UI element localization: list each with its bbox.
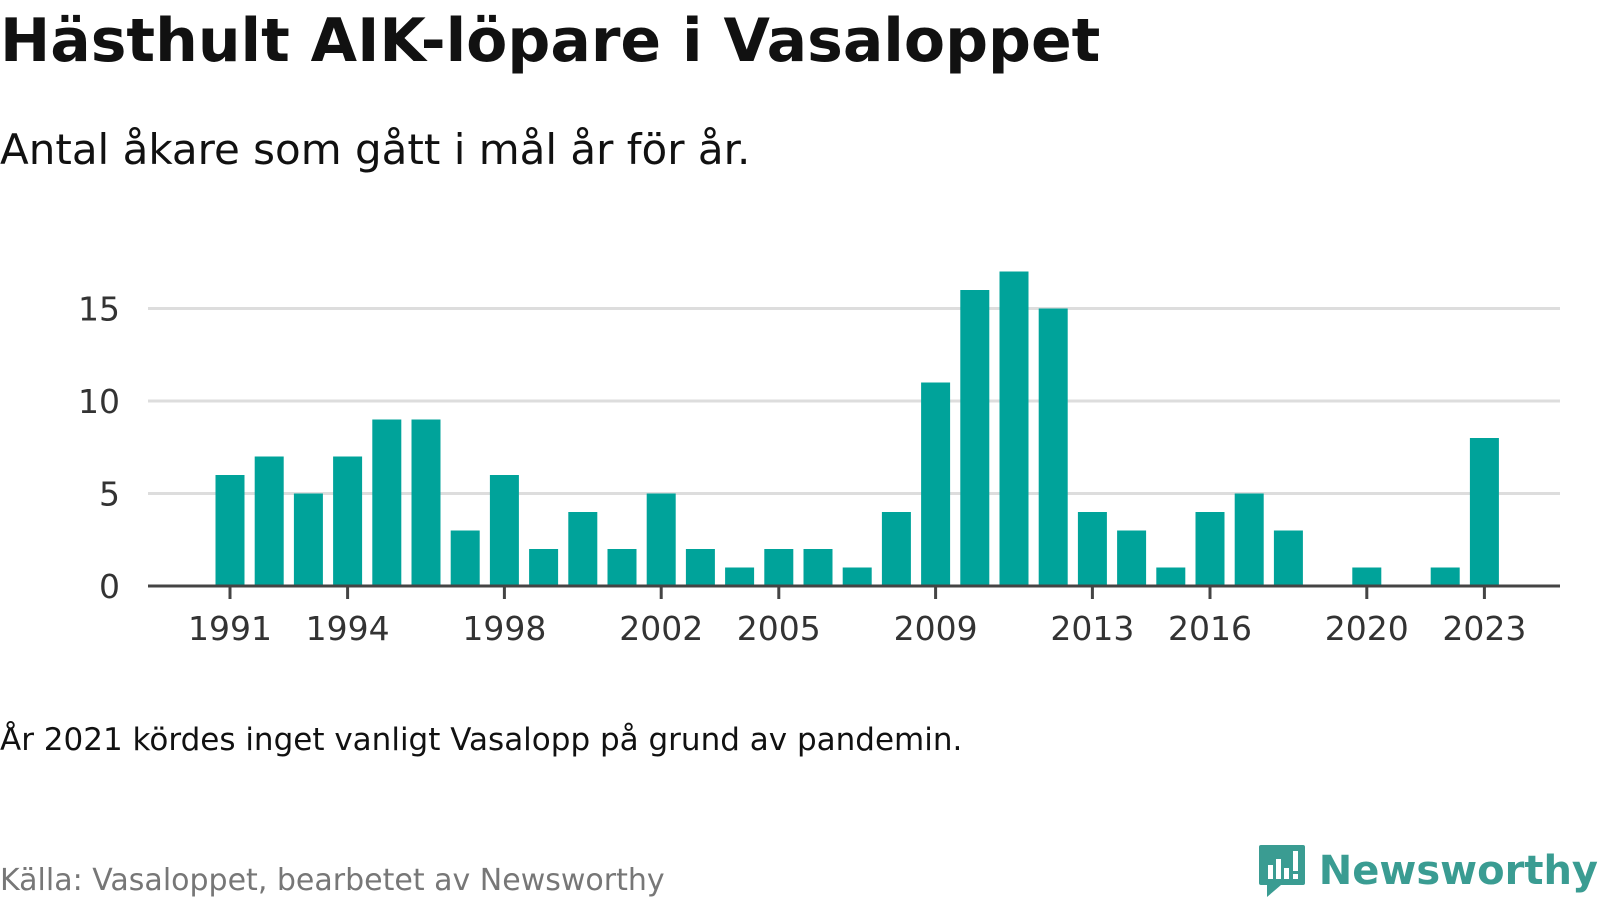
x-tick-label-2020: 2020 <box>1325 609 1409 648</box>
bar-2007 <box>842 567 872 586</box>
x-tick-label-1991: 1991 <box>188 609 272 648</box>
chart-title: Hästhult AIK-löpare i Vasaloppet <box>0 6 1101 76</box>
chart-subtitle: Antal åkare som gått i mål år för år. <box>0 125 751 174</box>
bar-2015 <box>1156 567 1186 586</box>
bar-2014 <box>1117 530 1147 586</box>
bar-2020 <box>1352 567 1382 586</box>
bar-1995 <box>372 419 402 586</box>
chart-area: 0 5 10 15 1991 1994 1998 2002 2005 2009 2013 2016 20… <box>0 250 1600 680</box>
x-tick-label-2005: 2005 <box>737 609 821 648</box>
x-tick-label-2016: 2016 <box>1168 609 1252 648</box>
chart-note: År 2021 kördes inget vanligt Vasalopp på… <box>0 722 963 758</box>
bar-1991 <box>215 475 245 586</box>
bar-1998 <box>489 475 519 586</box>
bar-2010 <box>960 290 990 586</box>
bar-2011 <box>999 271 1029 586</box>
bar-2005 <box>764 549 794 586</box>
source-credit: Källa: Vasaloppet, bearbetet av Newswort… <box>0 863 665 898</box>
x-tick-label-2023: 2023 <box>1442 609 1526 648</box>
x-tick-label-1998: 1998 <box>462 609 546 648</box>
y-tick-label-15: 15 <box>78 290 120 329</box>
bar-chart: 0 5 10 15 1991 1994 1998 2002 2005 2009 2013 2016 20… <box>78 271 1560 649</box>
bar-2001 <box>607 549 637 586</box>
newsworthy-logo-icon <box>1258 845 1305 897</box>
bar-2018 <box>1273 530 1303 586</box>
bar-1996 <box>411 419 441 586</box>
newsworthy-logo[interactable]: Newsworthy <box>1257 842 1598 900</box>
bar-1994 <box>333 456 363 586</box>
axes <box>148 584 1560 599</box>
bar-2017 <box>1234 493 1264 586</box>
y-tick-label-10: 10 <box>78 382 120 421</box>
bar-1999 <box>529 549 559 586</box>
bar-2003 <box>685 549 715 586</box>
bar-2012 <box>1038 308 1068 586</box>
x-tick-label-2009: 2009 <box>894 609 978 648</box>
bar-2006 <box>803 549 833 586</box>
bar-1992 <box>254 456 284 586</box>
bar-2008 <box>881 512 911 586</box>
bar-2002 <box>646 493 676 586</box>
bar-2013 <box>1077 512 1107 586</box>
y-tick-label-0: 0 <box>99 567 120 606</box>
x-tick-label-1994: 1994 <box>306 609 390 648</box>
bar-2016 <box>1195 512 1225 586</box>
y-tick-label-5: 5 <box>99 475 120 514</box>
logo-text: Newsworthy <box>1318 848 1598 894</box>
bar-2000 <box>568 512 598 586</box>
bar-2022 <box>1430 567 1460 586</box>
bar-2009 <box>921 382 951 586</box>
bar-1997 <box>450 530 480 586</box>
bar-2023 <box>1469 438 1499 586</box>
bar-1993 <box>293 493 323 586</box>
bars <box>215 271 1499 586</box>
x-tick-label-2013: 2013 <box>1050 609 1134 648</box>
x-tick-label-2002: 2002 <box>619 609 703 648</box>
bar-2004 <box>725 567 755 586</box>
tick-labels: 0 5 10 15 1991 1994 1998 2002 2005 2009 2013 2016 20… <box>78 290 1526 649</box>
